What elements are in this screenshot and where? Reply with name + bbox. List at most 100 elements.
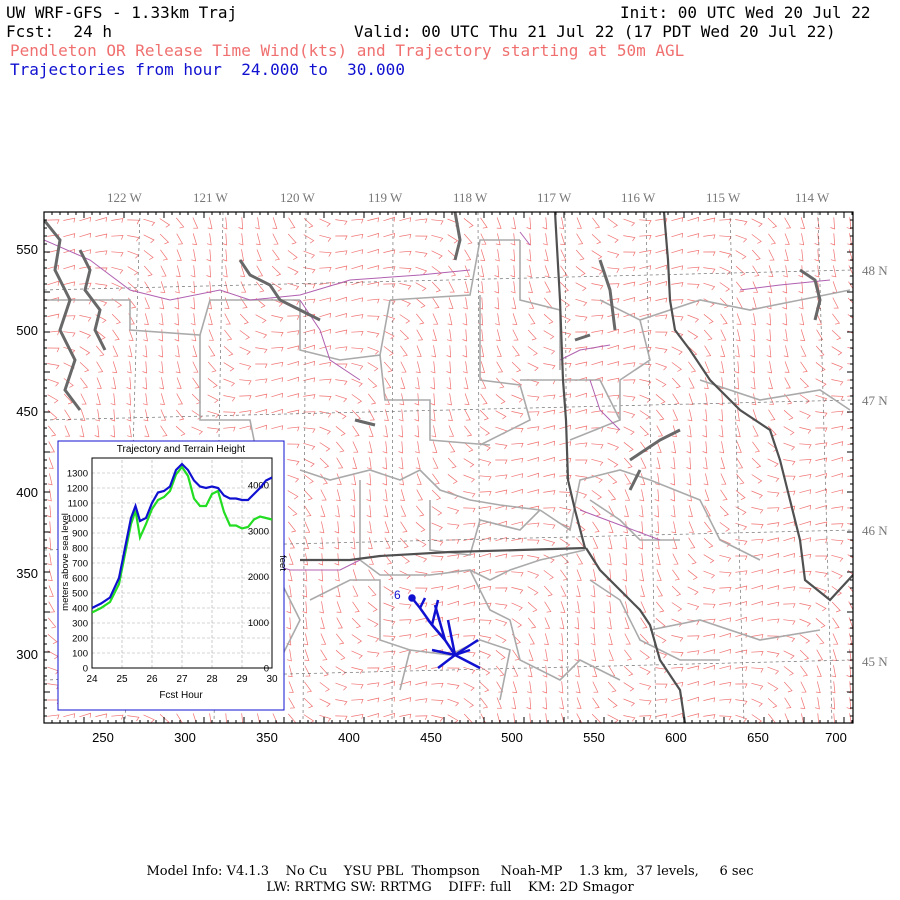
- wind-barb: [846, 665, 852, 678]
- inset-right-tick: 0: [264, 664, 269, 675]
- wind-barb: [224, 329, 233, 341]
- wind-barb: [399, 314, 411, 324]
- wind-barb: [624, 617, 630, 629]
- wind-barb: [529, 713, 531, 723]
- wind-barb: [255, 330, 268, 339]
- wind-barb: [367, 217, 380, 223]
- wind-barb: [414, 425, 420, 438]
- wind-barb: [783, 442, 796, 451]
- wind-barb: [832, 281, 838, 293]
- wind-barb: [447, 539, 460, 544]
- wind-barb: [175, 265, 181, 278]
- wind-barb: [319, 282, 332, 287]
- wind-barb: [527, 586, 539, 596]
- wind-barb: [190, 297, 196, 310]
- wind-barb: [239, 410, 252, 415]
- wind-barb: [448, 425, 455, 437]
- wind-barb: [479, 650, 492, 659]
- wind-barb: [318, 537, 324, 550]
- wind-barb: [255, 409, 268, 414]
- wind-barb: [559, 314, 571, 323]
- wind-barb: [655, 297, 668, 303]
- wind-barb: [672, 569, 680, 581]
- wind-barb: [47, 553, 52, 566]
- wind-barb: [272, 233, 279, 245]
- wind-barb: [415, 681, 428, 687]
- wind-barb: [638, 553, 644, 566]
- header-init: Init: 00 UTC Wed 20 Jul 22: [620, 3, 871, 22]
- wind-barb: [142, 345, 148, 358]
- wind-barb: [687, 283, 700, 289]
- wind-barb: [431, 281, 441, 293]
- wind-barb: [448, 281, 455, 293]
- wind-barb: [174, 329, 180, 342]
- wind-barb: [272, 249, 280, 261]
- wind-barb: [319, 457, 330, 469]
- wind-barb: [430, 409, 436, 422]
- wind-barb: [607, 361, 620, 366]
- wind-barb: [447, 667, 460, 673]
- wind-barb: [671, 585, 682, 597]
- wind-barb: [607, 458, 619, 468]
- wind-barb: [639, 394, 651, 403]
- wind-barb: [112, 329, 120, 341]
- wind-barb: [639, 346, 652, 352]
- wind-barb: [111, 282, 123, 291]
- wind-barb: [383, 249, 396, 255]
- wind-barb: [79, 232, 92, 238]
- wind-barb: [527, 265, 532, 278]
- wind-barb: [799, 427, 812, 434]
- wind-barb: [703, 473, 709, 486]
- wind-barb: [815, 427, 828, 433]
- wind-barb: [367, 667, 380, 673]
- wind-barb: [799, 443, 812, 449]
- wind-barb: [703, 603, 716, 609]
- wind-barb: [799, 410, 811, 419]
- wind-barb: [431, 682, 444, 688]
- wind-barb: [655, 553, 661, 566]
- wind-barb: [767, 474, 780, 483]
- wind-barb: [623, 297, 636, 302]
- wind-barb: [47, 378, 60, 387]
- wind-barb: [367, 377, 378, 389]
- wind-barb: [241, 713, 244, 723]
- wind-barb: [191, 393, 202, 405]
- wind-barb: [671, 635, 684, 642]
- wind-barb: [367, 521, 372, 534]
- wind-barb: [799, 520, 812, 526]
- wind-barb: [47, 363, 60, 370]
- wind-barb: [751, 634, 764, 639]
- wind-barb: [208, 345, 216, 357]
- wind-barb: [304, 649, 310, 661]
- wind-barb: [751, 507, 764, 514]
- wind-barb: [575, 298, 588, 307]
- wind-barb: [334, 521, 340, 534]
- lon-label: 116 W: [621, 190, 656, 205]
- wind-barb: [639, 265, 652, 271]
- wind-barb: [79, 712, 92, 718]
- wind-barb: [607, 313, 620, 319]
- wind-barb: [463, 666, 476, 675]
- wind-barb: [303, 697, 314, 709]
- x-tick-label: 700: [825, 730, 847, 745]
- wind-barb: [703, 680, 716, 686]
- wind-barb: [463, 233, 473, 245]
- wind-barb: [479, 569, 492, 575]
- wind-barb: [398, 457, 404, 470]
- x-tick-label: 500: [501, 730, 523, 745]
- wind-barb: [192, 217, 199, 229]
- wind-barb: [479, 426, 490, 436]
- wind-barb: [255, 363, 268, 369]
- wind-barb: [768, 393, 775, 405]
- wind-barb: [815, 697, 820, 710]
- wind-barb: [814, 233, 820, 246]
- wind-barb: [798, 249, 804, 262]
- wind-barb: [383, 665, 396, 671]
- wind-barb: [736, 313, 742, 325]
- wind-barb: [335, 649, 346, 661]
- wind-barb: [511, 521, 524, 527]
- wind-barb: [335, 394, 348, 403]
- wind-barb: [383, 283, 396, 288]
- wind-barb: [656, 425, 663, 437]
- wind-barb: [751, 682, 764, 690]
